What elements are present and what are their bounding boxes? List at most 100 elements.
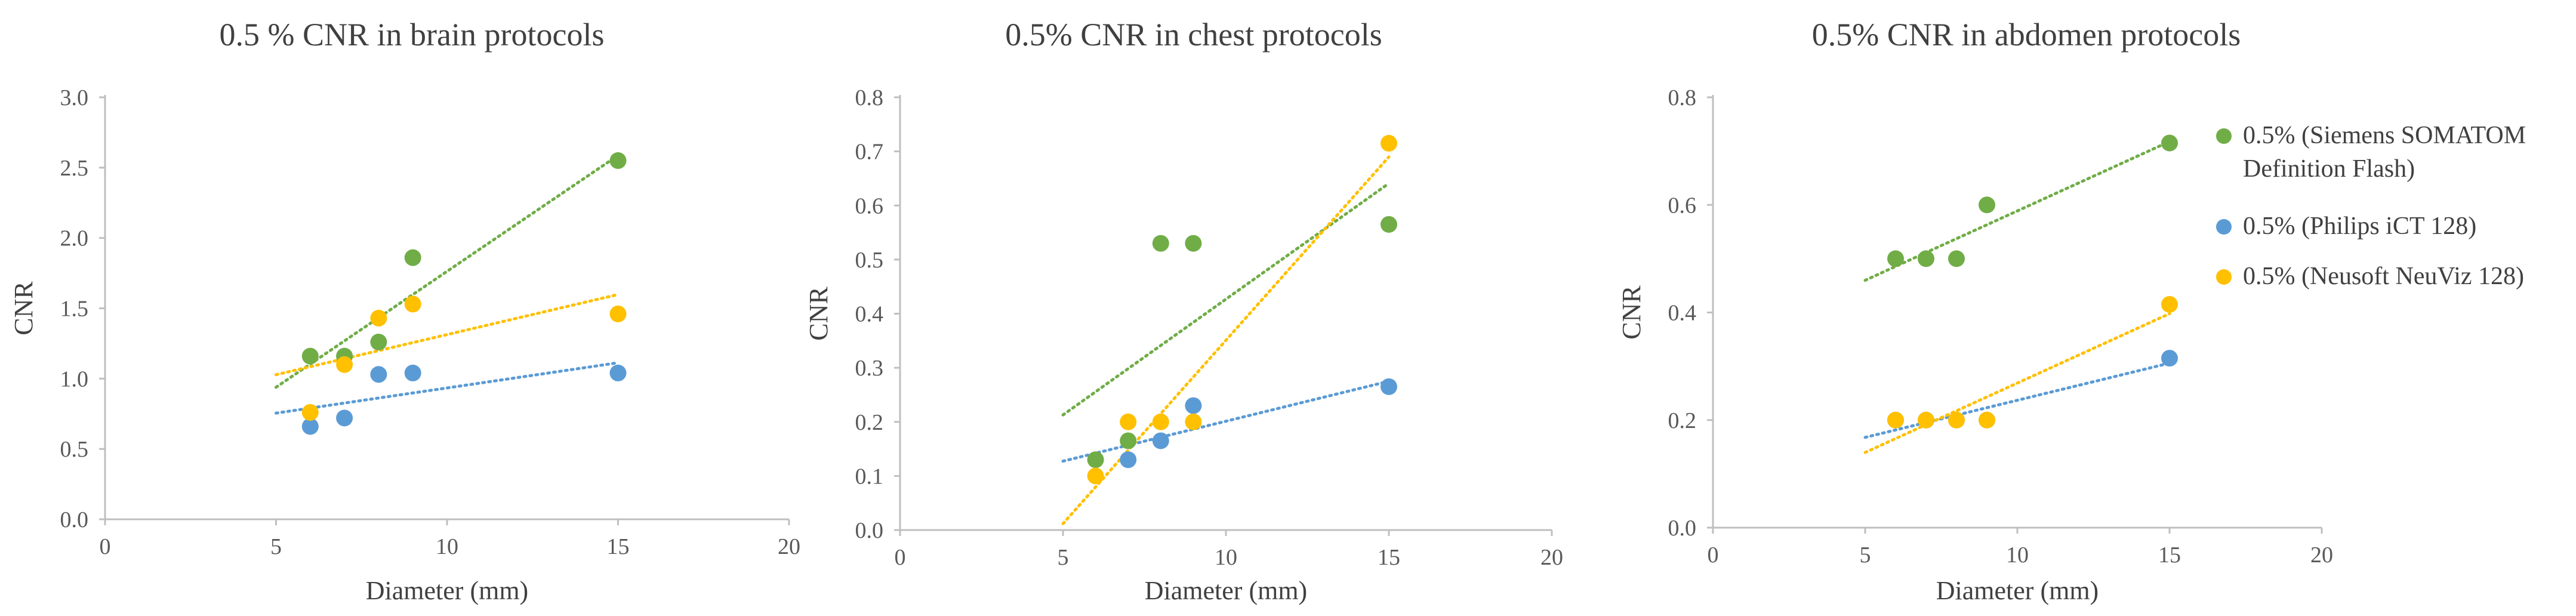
data-point-series-3 (1381, 135, 1397, 152)
y-tick-label: 0.6 (1668, 193, 1697, 218)
y-tick-label: 0.3 (855, 356, 884, 381)
y-tick-label: 1.5 (60, 297, 89, 322)
data-point-series-3 (1087, 467, 1104, 485)
x-tick-label: 5 (1860, 543, 1871, 568)
data-point-series-3 (1948, 411, 1965, 429)
x-tick-label: 5 (1058, 545, 1069, 570)
data-point-series-1 (1979, 196, 1995, 214)
y-tick-label: 0.2 (1668, 408, 1697, 433)
data-point-series-3 (1887, 411, 1904, 429)
data-point-series-2 (2161, 350, 2178, 367)
y-tick-label: 0.4 (1668, 301, 1697, 326)
data-point-series-1 (1887, 250, 1904, 267)
legend-label-3: 0.5% (Neusoft NeuViz 128) (2243, 263, 2524, 290)
data-point-series-1 (1185, 235, 1202, 252)
data-point-series-3 (1918, 411, 1934, 429)
data-point-series-3 (301, 404, 319, 421)
x-tick-label: 0 (100, 534, 111, 559)
y-tick-label: 0.8 (1668, 85, 1697, 110)
data-point-series-1 (1918, 250, 1934, 267)
y-tick-label: 2.5 (60, 156, 89, 181)
x-tick-label: 20 (778, 534, 800, 559)
data-point-series-3 (1152, 413, 1169, 430)
data-point-series-1 (1381, 215, 1397, 233)
trendline-series-1 (1863, 140, 2171, 282)
trendline-series-2 (275, 361, 620, 415)
x-axis-label: Diameter (mm) (1145, 576, 1307, 605)
data-point-series-2 (370, 366, 387, 383)
data-point-series-2 (404, 364, 421, 381)
chart-title: 0.5 % CNR in brain protocols (220, 17, 605, 53)
x-tick-label: 10 (1215, 545, 1237, 570)
y-tick-label: 0.4 (855, 302, 884, 327)
trendline-series-1 (1061, 181, 1391, 417)
y-tick-label: 0.8 (855, 85, 884, 110)
data-point-series-2 (336, 409, 353, 427)
data-point-series-3 (2161, 295, 2178, 313)
x-tick-label: 0 (1708, 543, 1719, 568)
y-tick-label: 0.0 (1668, 516, 1697, 541)
legend: 0.5% (Siemens SOMATOM Definition Flash) 0.… (2216, 122, 2526, 290)
data-point-series-1 (370, 334, 387, 351)
x-axis-label: Diameter (mm) (1936, 576, 2099, 605)
chart-panel-3: 0.5% CNR in abdomen protocols 0.0 0.2 0.4 0.… (1617, 17, 2333, 605)
data-point-series-2 (1152, 432, 1169, 449)
y-tick-label: 3.0 (60, 85, 89, 110)
x-tick-label: 15 (2158, 543, 2181, 568)
x-tick-label: 20 (2310, 543, 2333, 568)
trendline-series-2 (1061, 380, 1391, 463)
trendline-series-1 (275, 153, 620, 389)
legend-label-1: Definition Flash) (2243, 155, 2415, 183)
x-tick-label: 10 (2006, 543, 2029, 568)
chart-title: 0.5% CNR in chest protocols (1005, 17, 1382, 53)
y-tick-label: 0.0 (855, 518, 884, 543)
data-point-series-1 (609, 152, 627, 170)
y-tick-label: 2.0 (60, 226, 89, 251)
legend-marker-3 (2216, 269, 2232, 285)
data-point-series-3 (336, 356, 353, 373)
data-point-series-2 (1381, 378, 1397, 395)
y-tick-label: 0.7 (855, 140, 884, 165)
legend-label-2: 0.5% (Philips iCT 128) (2243, 212, 2476, 240)
data-point-series-3 (370, 309, 387, 327)
y-axis-label: CNR (804, 287, 833, 341)
x-tick-label: 20 (1540, 545, 1563, 570)
chart-panel-1: 0.5 % CNR in brain protocols 0.0 0.5 1.0 1.5… (9, 17, 800, 605)
trendline-series-3 (275, 292, 620, 377)
legend-label-1: 0.5% (Siemens SOMATOM (2243, 122, 2526, 149)
data-point-series-3 (1185, 413, 1202, 430)
data-point-series-2 (301, 418, 319, 435)
y-tick-label: 0.6 (855, 193, 884, 218)
y-tick-label: 0.5 (855, 248, 884, 273)
legend-marker-2 (2216, 219, 2232, 235)
x-tick-label: 5 (270, 534, 282, 559)
data-point-series-3 (1979, 411, 1995, 429)
legend-marker-1 (2216, 128, 2232, 144)
data-point-series-1 (1948, 250, 1965, 267)
y-tick-label: 0.5 (60, 437, 89, 462)
y-axis-label: CNR (9, 281, 38, 335)
y-tick-label: 0.0 (60, 507, 89, 532)
data-point-series-2 (1120, 451, 1137, 469)
y-axis-label: CNR (1617, 285, 1646, 340)
data-point-series-1 (2161, 134, 2178, 152)
chart-title: 0.5% CNR in abdomen protocols (1812, 17, 2241, 53)
data-point-series-1 (1087, 451, 1104, 469)
y-tick-label: 0.2 (855, 410, 884, 435)
x-axis-label: Diameter (mm) (366, 576, 528, 605)
data-point-series-1 (404, 249, 421, 266)
trendline-series-3 (1061, 155, 1391, 525)
x-tick-label: 0 (895, 545, 906, 570)
data-point-series-1 (301, 347, 319, 365)
data-point-series-2 (609, 364, 627, 381)
data-point-series-3 (609, 305, 627, 322)
y-tick-label: 0.1 (855, 464, 884, 489)
x-tick-label: 10 (436, 534, 458, 559)
data-point-series-3 (404, 295, 421, 313)
data-point-series-2 (1185, 397, 1202, 414)
trendline-series-2 (1863, 361, 2171, 439)
x-tick-label: 15 (1378, 545, 1400, 570)
y-tick-label: 1.0 (60, 366, 89, 392)
chart-panel-2: 0.5% CNR in chest protocols 0.0 0.1 0.2 0.3 0… (804, 17, 1563, 605)
